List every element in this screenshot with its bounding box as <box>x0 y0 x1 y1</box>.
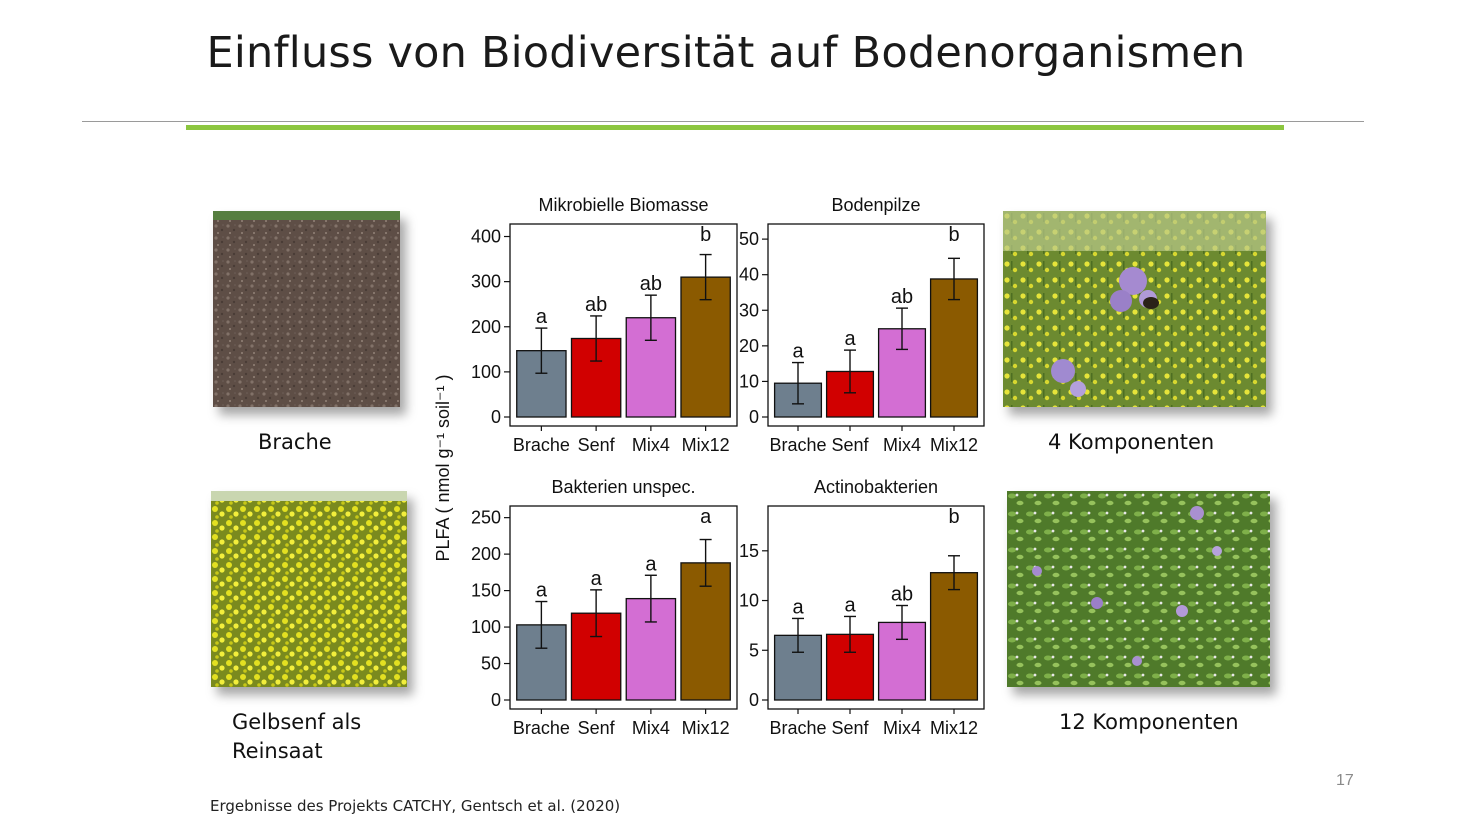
chart-1-ytick-label-3: 300 <box>471 272 501 292</box>
page-number: 17 <box>1336 772 1354 789</box>
caption-12-komponenten: 12 Komponenten <box>1059 710 1239 734</box>
chart-4-xtick-label-brache: Brache <box>769 718 826 738</box>
caption-gelbsenf-line2: Reinsaat <box>232 739 323 763</box>
chart-1-letter-mix4: ab <box>640 273 662 295</box>
caption-gelbsenf: Gelbsenf als Reinsaat <box>232 708 361 766</box>
chart-4-ytick-label-0: 0 <box>749 690 759 710</box>
photo-4-komponenten <box>1003 211 1266 407</box>
chart-1-letter-senf: ab <box>585 294 607 316</box>
chart-2-bar-mix12 <box>929 278 979 418</box>
photo-gelbsenf <box>211 491 407 687</box>
chart-3-xtick-label-brache: Brache <box>513 718 570 738</box>
chart-4-xtick-label-mix4: Mix4 <box>883 718 921 738</box>
chart-1-xtick-label-brache: Brache <box>513 435 570 455</box>
caption-brache: Brache <box>258 430 332 454</box>
photo-12-komponenten <box>1007 491 1270 687</box>
chart-3-title: Bakterien unspec. <box>551 477 695 497</box>
caption-4-komponenten: 4 Komponenten <box>1048 430 1215 454</box>
slide-title: Einfluss von Biodiversität auf Bodenorga… <box>206 28 1246 78</box>
chart-4-ytick-label-2: 10 <box>739 591 759 611</box>
chart-4-xtick-label-senf: Senf <box>831 718 869 738</box>
chart-4-ytick-label-3: 15 <box>739 541 759 561</box>
chart-2-ytick-label-1: 10 <box>739 371 759 391</box>
chart-3-ytick-label-4: 200 <box>471 544 501 564</box>
chart-4-ytick-label-1: 5 <box>749 640 759 660</box>
chart-3-letter-senf: a <box>591 568 603 590</box>
photo-brache <box>213 211 400 407</box>
chart-1-xtick-label-senf: Senf <box>578 435 616 455</box>
chart-4-letter-brache: a <box>792 596 804 618</box>
chart-4-letter-mix4: ab <box>891 584 913 606</box>
chart-2-letter-senf: a <box>844 328 856 350</box>
chart-2-xtick-label-brache: Brache <box>769 435 826 455</box>
chart-2-ytick-label-4: 40 <box>739 265 759 285</box>
chart-3-ytick-label-0: 0 <box>491 690 501 710</box>
chart-3-xtick-label-senf: Senf <box>578 718 616 738</box>
chart-1-bar-mix12 <box>680 276 731 418</box>
chart-4-title: Actinobakterien <box>814 477 938 497</box>
chart-2-ytick-label-2: 20 <box>739 336 759 356</box>
chart-2-letter-mix12: b <box>948 224 959 246</box>
chart-1-xtick-label-mix12: Mix12 <box>682 435 730 455</box>
chart-4-letter-mix12: b <box>948 506 959 528</box>
chart-2-xtick-label-mix4: Mix4 <box>883 435 921 455</box>
chart-1-ytick-label-0: 0 <box>491 407 501 427</box>
chart-4-letter-senf: a <box>844 594 856 616</box>
chart-3-xtick-label-mix4: Mix4 <box>632 718 670 738</box>
chart-4-xtick-label-mix12: Mix12 <box>930 718 978 738</box>
chart-3-letter-mix12: a <box>700 506 712 528</box>
footer-citation: Ergebnisse des Projekts CATCHY, Gentsch … <box>210 797 621 815</box>
chart-2-xtick-label-senf: Senf <box>831 435 869 455</box>
chart-1-ytick-label-2: 200 <box>471 317 501 337</box>
chart-3-ytick-label-5: 250 <box>471 508 501 528</box>
chart-2-frame <box>767 223 985 427</box>
chart-3-letter-brache: a <box>536 580 548 602</box>
chart-2-ytick-label-0: 0 <box>749 407 759 427</box>
chart-1-letter-brache: a <box>536 306 548 328</box>
chart-1-title: Mikrobielle Biomasse <box>538 195 708 215</box>
chart-1-letter-mix12: b <box>700 224 711 246</box>
chart-2-title: Bodenpilze <box>831 195 920 215</box>
chart-3-ytick-label-3: 150 <box>471 581 501 601</box>
chart-3-frame <box>509 505 738 710</box>
chart-1-ytick-label-4: 400 <box>471 227 501 247</box>
shared-y-axis-label: PLFA ( nmol g⁻¹ soil⁻¹ ) <box>433 374 453 561</box>
title-divider <box>82 121 1364 122</box>
title-accent-bar <box>186 125 1284 130</box>
chart-3-ytick-label-1: 50 <box>481 654 501 674</box>
chart-1-frame <box>509 223 738 427</box>
caption-gelbsenf-line1: Gelbsenf als <box>232 710 362 734</box>
chart-4-frame <box>767 505 985 710</box>
chart-3-xtick-label-mix12: Mix12 <box>682 718 730 738</box>
chart-4-bar-mix12 <box>929 572 979 701</box>
chart-2-letter-brache: a <box>792 341 804 363</box>
chart-3-letter-mix4: a <box>645 553 657 575</box>
chart-2-ytick-label-3: 30 <box>739 300 759 320</box>
chart-2-letter-mix4: ab <box>891 286 913 308</box>
chart-3-ytick-label-2: 100 <box>471 617 501 637</box>
chart-1-xtick-label-mix4: Mix4 <box>632 435 670 455</box>
chart-2-ytick-label-5: 50 <box>739 229 759 249</box>
chart-2-xtick-label-mix12: Mix12 <box>930 435 978 455</box>
chart-1-ytick-label-1: 100 <box>471 362 501 382</box>
